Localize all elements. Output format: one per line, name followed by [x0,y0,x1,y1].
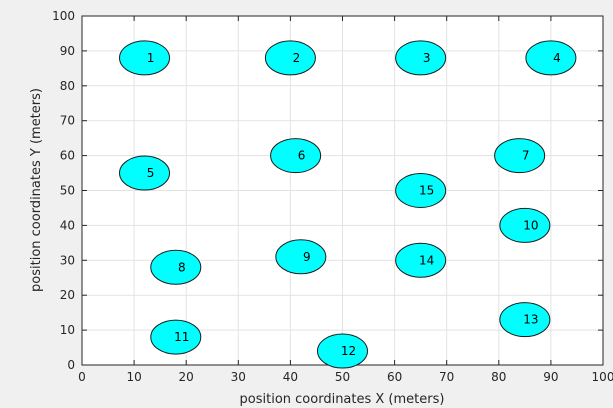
data-point-label: 11 [174,330,189,344]
data-point: 5 [119,155,171,191]
y-tick-label: 50 [60,184,75,198]
data-point-label: 1 [147,51,155,65]
data-point-label: 3 [423,51,431,65]
y-tick-label: 90 [60,44,75,58]
y-tick-label: 0 [67,358,75,372]
data-point-marker [499,207,551,243]
y-tick-label: 40 [60,218,75,232]
data-point-label: 13 [523,313,538,327]
data-point-label: 8 [178,260,186,274]
x-tick-label: 90 [543,370,558,384]
data-point-marker [395,40,447,76]
data-point-marker [119,40,171,76]
data-point: 2 [264,40,316,76]
data-point-marker [264,40,316,76]
x-tick-label: 80 [491,370,506,384]
data-point: 3 [395,40,447,76]
data-point-marker [150,319,202,355]
y-tick-label: 70 [60,114,75,128]
data-point: 7 [494,138,546,174]
x-tick-labels: 0 10 20 30 40 50 60 70 80 90 100 [78,370,613,384]
x-tick-label: 50 [335,370,350,384]
data-point-label: 9 [303,250,311,264]
data-point: 9 [275,239,327,275]
data-point: 10 [499,207,551,243]
x-tick-label: 100 [592,370,613,384]
data-point-marker [395,173,447,208]
data-point-marker [317,333,368,369]
data-point-label: 14 [419,253,434,267]
x-tick-label: 60 [387,370,402,384]
data-point-label: 15 [419,184,434,198]
data-point-label: 4 [553,51,561,65]
data-point: 8 [150,249,202,285]
x-axis-label: position coordinates X (meters) [240,392,445,407]
x-tick-label: 40 [283,370,298,384]
x-tick-label: 30 [231,370,246,384]
data-point-marker [494,138,546,174]
data-point-label: 10 [523,218,538,232]
x-tick-label: 10 [126,370,141,384]
data-point-label: 7 [522,149,530,163]
y-tick-labels: 0 10 20 30 40 50 60 70 80 90 100 [52,9,75,372]
data-point: 14 [395,242,447,278]
y-tick-label: 60 [60,149,75,163]
data-point-marker [275,239,327,275]
y-tick-label: 10 [60,323,75,337]
data-point: 11 [150,319,202,355]
x-tick-label: 20 [179,370,194,384]
y-tick-label: 20 [60,288,75,302]
data-point: 6 [270,138,322,174]
y-tick-label: 30 [60,253,75,267]
data-point-label: 5 [147,166,155,180]
data-point-marker [150,249,202,285]
data-point: 15 [395,173,447,208]
data-point-label: 2 [293,51,301,65]
data-point: 4 [525,40,577,76]
data-point: 1 [119,40,171,76]
data-point-marker [525,40,577,76]
x-tick-label: 0 [78,370,86,384]
y-tick-label: 80 [60,79,75,93]
data-point-marker [499,302,551,338]
data-point: 12 [317,333,368,369]
x-tick-label: 70 [439,370,454,384]
y-axis-label: position coordinates Y (meters) [29,88,44,292]
data-point: 13 [499,302,551,338]
data-point-label: 6 [298,149,306,163]
data-point-label: 12 [341,344,356,358]
data-point-marker [395,242,447,278]
data-point-marker [270,138,322,174]
y-tick-label: 100 [52,9,75,23]
data-point-marker [119,155,171,191]
